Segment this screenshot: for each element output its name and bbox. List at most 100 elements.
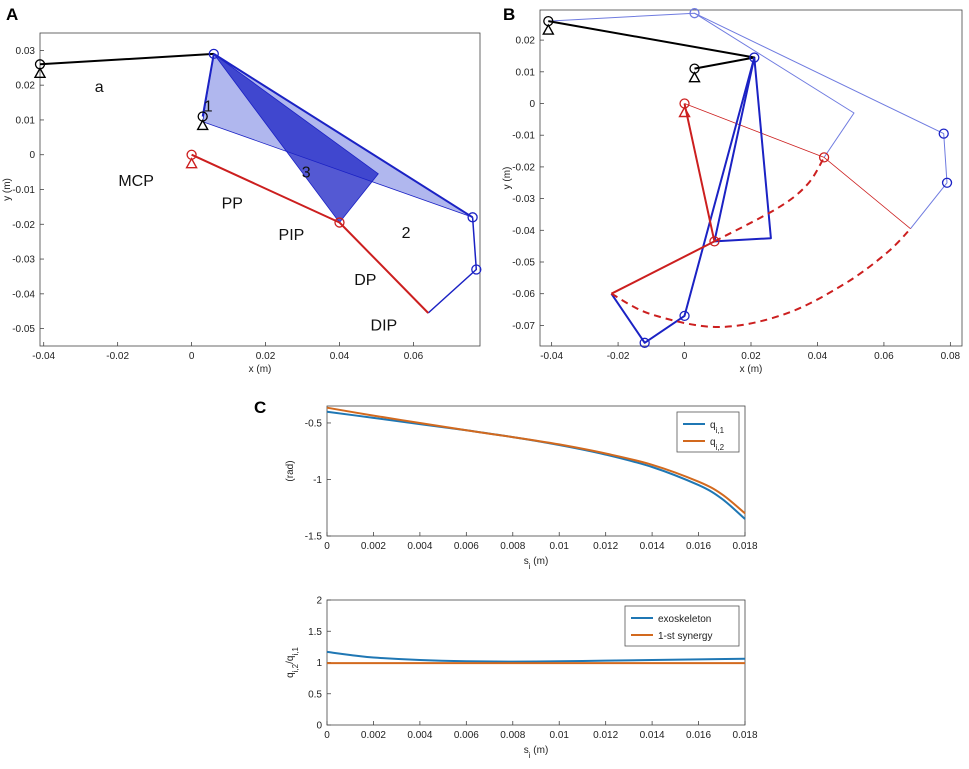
- x-tick-label: 0: [324, 541, 330, 552]
- x-axis-label: si (m): [524, 556, 549, 571]
- x-tick-label: -0.04: [32, 351, 55, 362]
- x-tick-label: 0.002: [361, 730, 386, 741]
- link-line: [213, 53, 474, 219]
- link-line: [201, 53, 215, 117]
- y-tick-label: 0.02: [16, 81, 36, 92]
- legend: exoskeleton 1-st synergy: [624, 605, 740, 647]
- joint-marker: [938, 128, 949, 139]
- ground-triangle-icon: [33, 66, 47, 79]
- link-line: [548, 12, 855, 158]
- x-axis-label: x (m): [740, 364, 763, 375]
- ground-triangle-icon: [185, 157, 198, 169]
- ground-triangle-icon: [196, 119, 209, 131]
- joint-marker: [679, 98, 690, 109]
- x-tick-label: 0.006: [454, 730, 479, 741]
- y-tick-label: -0.05: [12, 324, 35, 335]
- y-tick-label: -0.04: [12, 289, 35, 300]
- joint-marker: [186, 149, 197, 160]
- y-tick-label: 0.03: [16, 46, 36, 57]
- panel-c-angle-plot: 0 0.002 0.004 0.006 0.008 0.01 0.012 0.014 0.016…: [285, 405, 758, 571]
- x-tick-label: 0.014: [640, 730, 665, 741]
- panel-letter-c: C: [254, 398, 266, 417]
- joint-marker: [34, 59, 46, 70]
- y-tick-label: -1: [313, 475, 322, 486]
- panel-c-ratio-plot: 0 0.002 0.004 0.006 0.008 0.01 0.012 0.014 0.016…: [285, 596, 758, 760]
- annotation-label: PIP: [279, 227, 305, 244]
- link-line: [713, 57, 772, 243]
- x-tick-label: 0.008: [500, 541, 525, 552]
- x-axis-label-main: s: [524, 556, 529, 567]
- panel-a-plot: -0.04 -0.02 0 0.02 0.04 0.06 0.03 0.02 0.01 0 -0.0…: [2, 32, 482, 375]
- joint-marker: [208, 48, 219, 60]
- link-line: [548, 20, 756, 70]
- annotation-label: MCP: [118, 173, 154, 190]
- x-tick-label: 0.008: [500, 730, 525, 741]
- x-tick-label: -0.04: [540, 351, 563, 362]
- legend-label-main: q: [710, 437, 716, 448]
- x-tick-label: 0.012: [593, 730, 618, 741]
- x-tick-label: 0.002: [361, 541, 386, 552]
- x-tick-label: 0.016: [686, 730, 711, 741]
- y-tick-label: -0.02: [512, 162, 535, 173]
- joint-marker: [679, 310, 690, 322]
- y-tick-label: 0: [529, 99, 535, 110]
- y-tick-label: -0.5: [305, 418, 323, 429]
- x-tick-label: 0: [682, 351, 688, 362]
- y-tick-label: -0.04: [512, 226, 535, 237]
- link-line: [39, 52, 214, 66]
- joint-marker: [689, 63, 700, 74]
- x-tick-label: 0.06: [404, 351, 424, 362]
- y-tick-label: -0.06: [512, 289, 535, 300]
- x-axis-label-sub: i: [529, 751, 531, 760]
- y-tick-label: -0.02: [12, 220, 35, 231]
- x-tick-label: 0: [189, 351, 195, 362]
- series-line: [326, 406, 746, 515]
- joint-marker: [941, 177, 953, 188]
- link-line: [610, 57, 756, 344]
- x-tick-label: 0.02: [741, 351, 761, 362]
- legend-label-main: 1-st synergy: [658, 631, 712, 642]
- annotation-label: a: [95, 79, 104, 96]
- x-axis-label: si (m): [524, 745, 549, 760]
- annotation-label: 1: [204, 98, 213, 115]
- legend-label: qi,2: [710, 437, 725, 452]
- joint-marker: [818, 152, 830, 163]
- ground-triangle-icon: [688, 71, 701, 83]
- x-tick-label: 0.006: [454, 541, 479, 552]
- joint-marker: [639, 337, 650, 348]
- annotation-label: DP: [354, 272, 376, 289]
- x-axis-label-main: s: [524, 745, 529, 756]
- panel-letter-b: B: [503, 5, 515, 24]
- y-axis-label: y (m): [502, 167, 513, 190]
- x-axis-label-sub: i: [529, 562, 531, 571]
- annotation-label: 2: [402, 225, 411, 242]
- link-plate: [213, 53, 379, 224]
- y-tick-label: 1: [316, 658, 322, 669]
- link-line: [427, 217, 478, 314]
- x-tick-label: -0.02: [106, 351, 129, 362]
- x-tick-label: 0.04: [808, 351, 828, 362]
- trajectory-dashed: [610, 228, 912, 329]
- series-line: [326, 650, 746, 663]
- annotation-label: 3: [302, 164, 311, 181]
- joint-marker: [467, 212, 478, 223]
- x-tick-label: 0.06: [874, 351, 894, 362]
- x-tick-label: 0.004: [407, 541, 432, 552]
- y-tick-label: 0.01: [516, 67, 536, 78]
- y-axis-label-sub2: i,1: [291, 647, 300, 656]
- legend-label-sub: i,2: [716, 443, 725, 452]
- y-tick-label: 0.5: [308, 689, 322, 700]
- joint-marker: [197, 111, 208, 122]
- x-axis-label-unit: (m): [531, 556, 549, 567]
- y-tick-label: 0.02: [516, 36, 536, 47]
- y-tick-label: 1.5: [308, 627, 322, 638]
- x-tick-label: 0.018: [732, 541, 757, 552]
- legend-label-main: exoskeleton: [658, 614, 711, 625]
- y-tick-label: -0.07: [512, 321, 535, 332]
- x-tick-label: 0.018: [732, 730, 757, 741]
- y-tick-label: -0.01: [12, 185, 35, 196]
- ground-triangle-icon: [678, 106, 691, 118]
- legend-box: [676, 411, 740, 453]
- y-tick-label: 0: [316, 721, 322, 732]
